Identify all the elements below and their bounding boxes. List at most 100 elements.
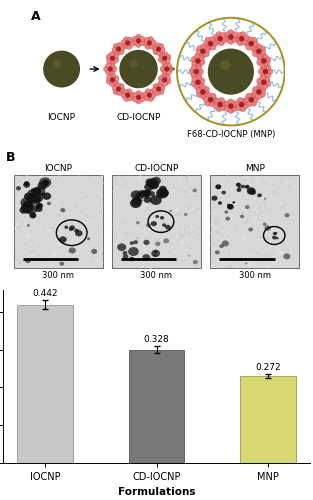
Circle shape bbox=[36, 256, 37, 257]
Circle shape bbox=[155, 90, 160, 96]
Circle shape bbox=[172, 222, 174, 224]
Circle shape bbox=[160, 228, 164, 232]
Circle shape bbox=[210, 242, 213, 245]
Circle shape bbox=[85, 248, 86, 250]
Circle shape bbox=[73, 226, 75, 228]
Circle shape bbox=[273, 190, 276, 192]
Circle shape bbox=[181, 214, 182, 216]
Circle shape bbox=[173, 218, 175, 220]
Circle shape bbox=[245, 185, 249, 189]
Circle shape bbox=[80, 210, 83, 212]
Circle shape bbox=[194, 69, 199, 74]
Circle shape bbox=[256, 48, 261, 54]
Circle shape bbox=[266, 204, 269, 206]
Circle shape bbox=[115, 228, 117, 230]
Circle shape bbox=[79, 257, 81, 258]
Circle shape bbox=[175, 242, 177, 244]
Circle shape bbox=[152, 262, 154, 263]
Circle shape bbox=[155, 193, 156, 194]
Circle shape bbox=[146, 182, 149, 184]
Circle shape bbox=[198, 68, 203, 74]
Circle shape bbox=[148, 230, 150, 232]
Circle shape bbox=[218, 252, 221, 254]
Circle shape bbox=[228, 243, 231, 246]
Circle shape bbox=[296, 217, 297, 218]
Circle shape bbox=[258, 68, 264, 74]
Text: B: B bbox=[6, 152, 16, 164]
Circle shape bbox=[165, 58, 171, 64]
Circle shape bbox=[82, 192, 83, 194]
Circle shape bbox=[150, 195, 162, 205]
Circle shape bbox=[113, 89, 119, 94]
Circle shape bbox=[155, 42, 160, 48]
Circle shape bbox=[287, 185, 290, 188]
Circle shape bbox=[139, 40, 145, 46]
Circle shape bbox=[123, 254, 128, 259]
Circle shape bbox=[259, 198, 262, 200]
Circle shape bbox=[271, 242, 273, 244]
Circle shape bbox=[91, 249, 97, 254]
Circle shape bbox=[169, 242, 172, 245]
Circle shape bbox=[296, 182, 297, 183]
Circle shape bbox=[118, 186, 119, 187]
Circle shape bbox=[70, 241, 73, 243]
Circle shape bbox=[274, 232, 277, 235]
Circle shape bbox=[216, 106, 222, 112]
Circle shape bbox=[264, 76, 270, 82]
Circle shape bbox=[108, 66, 113, 71]
Circle shape bbox=[46, 228, 49, 230]
Circle shape bbox=[260, 75, 266, 82]
Circle shape bbox=[288, 245, 291, 248]
Circle shape bbox=[19, 196, 22, 198]
Circle shape bbox=[245, 223, 247, 225]
Circle shape bbox=[289, 244, 290, 245]
Circle shape bbox=[246, 100, 253, 106]
Circle shape bbox=[251, 232, 252, 234]
Circle shape bbox=[228, 34, 233, 40]
Circle shape bbox=[145, 44, 151, 50]
Circle shape bbox=[69, 210, 72, 213]
Circle shape bbox=[113, 80, 118, 85]
Circle shape bbox=[205, 100, 211, 106]
Circle shape bbox=[194, 54, 200, 60]
Circle shape bbox=[177, 232, 180, 234]
Circle shape bbox=[84, 196, 87, 198]
Circle shape bbox=[80, 240, 83, 242]
Circle shape bbox=[86, 222, 88, 224]
Circle shape bbox=[218, 259, 219, 260]
Circle shape bbox=[92, 215, 95, 218]
Circle shape bbox=[291, 236, 293, 238]
Circle shape bbox=[78, 175, 81, 177]
Circle shape bbox=[281, 192, 283, 194]
Circle shape bbox=[249, 220, 252, 223]
Circle shape bbox=[264, 208, 266, 210]
Circle shape bbox=[171, 197, 172, 198]
Circle shape bbox=[270, 198, 271, 200]
Circle shape bbox=[22, 218, 24, 220]
Circle shape bbox=[291, 258, 294, 261]
Circle shape bbox=[236, 182, 241, 187]
Circle shape bbox=[236, 32, 242, 38]
Circle shape bbox=[219, 261, 222, 264]
Circle shape bbox=[71, 226, 73, 228]
Circle shape bbox=[225, 235, 228, 238]
Circle shape bbox=[188, 255, 190, 256]
Circle shape bbox=[208, 97, 213, 102]
Circle shape bbox=[241, 212, 244, 214]
Circle shape bbox=[33, 192, 37, 196]
Circle shape bbox=[118, 203, 120, 205]
Circle shape bbox=[264, 198, 266, 200]
Circle shape bbox=[139, 183, 140, 184]
Circle shape bbox=[166, 63, 172, 68]
Circle shape bbox=[291, 250, 292, 251]
Circle shape bbox=[249, 178, 250, 180]
Circle shape bbox=[212, 218, 215, 220]
Circle shape bbox=[137, 239, 140, 242]
Circle shape bbox=[115, 235, 116, 236]
Circle shape bbox=[184, 213, 187, 216]
Circle shape bbox=[152, 220, 154, 223]
Circle shape bbox=[100, 263, 102, 264]
Circle shape bbox=[261, 216, 264, 218]
Circle shape bbox=[255, 44, 262, 50]
Circle shape bbox=[236, 266, 239, 268]
